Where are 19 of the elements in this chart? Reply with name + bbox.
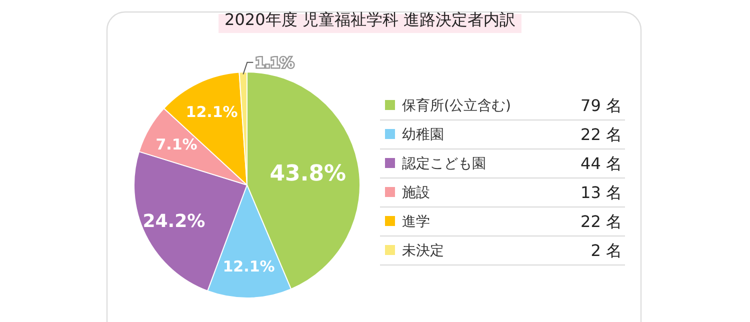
legend-label: 保育所(公立含む) (402, 97, 511, 114)
legend-label: 幼稚園 (402, 127, 444, 143)
data-label: 7.1% (156, 136, 198, 154)
text: 13 名 (580, 183, 622, 202)
legend-label: 未決定 (402, 243, 444, 259)
legend-label: 認定こども園 (402, 156, 486, 172)
data-label: 43.8% (270, 161, 346, 186)
chart-title: 2020年度 児童福祉学科 進路決定者内訳 (224, 10, 516, 29)
legend-label: 施設 (402, 185, 430, 201)
text: 22 名 (580, 212, 622, 231)
data-label: 24.2% (142, 211, 206, 232)
data-label: 12.1% (222, 258, 275, 276)
text: 22 名 (580, 125, 622, 144)
data-label: 12.1% (186, 102, 238, 121)
text: 2 名 (590, 241, 622, 260)
data-label: 1.1% (255, 55, 294, 72)
text: 44 名 (580, 154, 622, 173)
legend-label: 進学 (402, 214, 430, 230)
text: 79 名 (580, 96, 622, 115)
